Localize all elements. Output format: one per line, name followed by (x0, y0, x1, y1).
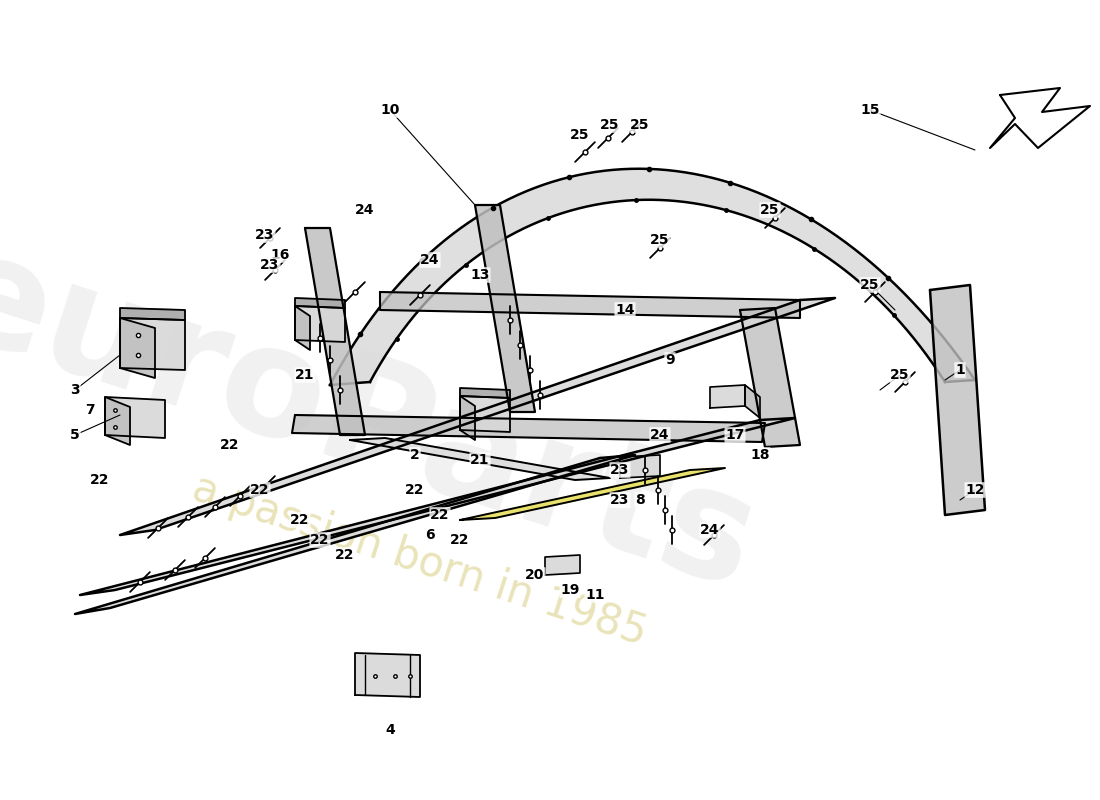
Polygon shape (710, 385, 745, 408)
Polygon shape (355, 653, 420, 697)
Polygon shape (460, 396, 475, 440)
Polygon shape (305, 228, 365, 435)
Text: 24: 24 (355, 203, 375, 217)
Polygon shape (475, 205, 535, 412)
Text: 2: 2 (410, 448, 420, 462)
Text: 14: 14 (615, 303, 635, 317)
Polygon shape (740, 308, 800, 447)
Text: 25: 25 (601, 118, 619, 132)
Text: 22: 22 (290, 513, 310, 527)
Text: 9: 9 (666, 353, 674, 367)
Text: 25: 25 (860, 278, 880, 292)
Text: 22: 22 (430, 508, 450, 522)
Text: 24: 24 (701, 523, 719, 537)
Text: 7: 7 (85, 403, 95, 417)
Text: 4: 4 (385, 723, 395, 737)
Polygon shape (104, 397, 130, 445)
Text: 3: 3 (70, 383, 80, 397)
Text: 19: 19 (560, 583, 580, 597)
Text: 1: 1 (955, 363, 965, 377)
Polygon shape (75, 455, 635, 614)
Polygon shape (120, 318, 155, 378)
Polygon shape (379, 292, 800, 318)
Text: 25: 25 (570, 128, 590, 142)
Text: 22: 22 (251, 483, 270, 497)
Text: 23: 23 (261, 258, 279, 272)
Polygon shape (295, 298, 345, 308)
Polygon shape (330, 169, 975, 385)
Text: 25: 25 (650, 233, 670, 247)
Polygon shape (460, 468, 725, 520)
Text: 13: 13 (471, 268, 490, 282)
Text: 10: 10 (381, 103, 399, 117)
Text: 22: 22 (220, 438, 240, 452)
Polygon shape (120, 298, 835, 535)
Polygon shape (295, 306, 310, 350)
Text: 22: 22 (450, 533, 470, 547)
Text: euroParts: euroParts (0, 219, 773, 621)
Text: 24: 24 (420, 253, 440, 267)
Polygon shape (620, 455, 660, 478)
Polygon shape (460, 396, 510, 432)
Polygon shape (295, 306, 345, 342)
Polygon shape (292, 415, 764, 442)
Text: 23: 23 (610, 493, 629, 507)
Polygon shape (460, 388, 510, 398)
Text: 16: 16 (271, 248, 289, 262)
Polygon shape (745, 385, 760, 418)
Text: 11: 11 (585, 588, 605, 602)
Text: 21: 21 (471, 453, 490, 467)
Text: 25: 25 (630, 118, 650, 132)
Text: 12: 12 (966, 483, 984, 497)
Polygon shape (544, 555, 580, 575)
Text: 22: 22 (310, 533, 330, 547)
Polygon shape (990, 88, 1090, 148)
Text: 22: 22 (405, 483, 425, 497)
Text: 17: 17 (725, 428, 745, 442)
Polygon shape (350, 438, 610, 480)
Text: a passion born in 1985: a passion born in 1985 (187, 466, 652, 654)
Text: 23: 23 (255, 228, 275, 242)
Text: 22: 22 (336, 548, 354, 562)
Text: 25: 25 (760, 203, 780, 217)
Text: 15: 15 (860, 103, 880, 117)
Polygon shape (120, 318, 185, 370)
Text: 22: 22 (90, 473, 110, 487)
Polygon shape (120, 308, 185, 320)
Text: 23: 23 (610, 463, 629, 477)
Text: 21: 21 (295, 368, 315, 382)
Text: 25: 25 (890, 368, 910, 382)
Text: 20: 20 (526, 568, 544, 582)
Text: 24: 24 (650, 428, 670, 442)
Polygon shape (930, 285, 984, 515)
Text: 8: 8 (635, 493, 645, 507)
Text: 6: 6 (426, 528, 434, 542)
Polygon shape (104, 397, 165, 438)
Polygon shape (80, 418, 795, 595)
Text: 18: 18 (750, 448, 770, 462)
Text: 5: 5 (70, 428, 80, 442)
